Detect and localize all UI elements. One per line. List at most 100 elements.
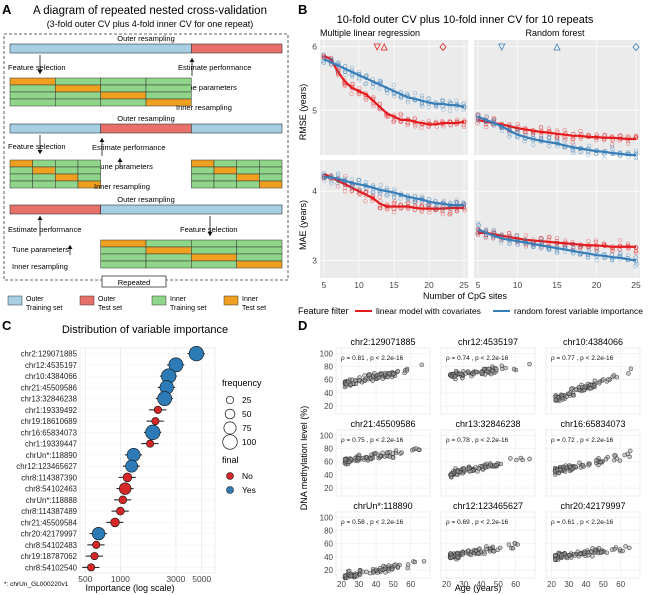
d-point-0 (344, 381, 349, 387)
b-point-0-1 (454, 106, 459, 111)
panel-d: D DNA methylation level (%) Age (years) … (298, 318, 641, 593)
d-stat-8: ρ = 0.61 , p < 2.2e-16 (551, 519, 614, 526)
d-point-0 (387, 371, 392, 376)
c-point-7 (145, 424, 161, 440)
b-point-1-0 (555, 135, 560, 140)
b-point-0-1 (419, 93, 425, 99)
d-ytick-0-40: 40 (324, 389, 333, 398)
b-line-1-0 (477, 118, 636, 141)
b-point-3-1 (586, 248, 591, 253)
b-point-2-0 (391, 210, 397, 215)
estimate-performance-label-2: Estimate performance (92, 143, 165, 152)
b-point-3-1 (507, 233, 513, 238)
b-ytick-0-6: 6 (312, 41, 317, 51)
c-category-label-13: chrUn*:118888 (26, 496, 77, 505)
d-point-8 (596, 545, 602, 551)
arrow-fs-2-head (37, 150, 43, 154)
inner-fold-1-r1c1 (55, 84, 101, 93)
legend-a-swatch-1 (79, 295, 95, 306)
d-point-1 (463, 371, 468, 376)
inner-fold-2a-r2c1 (32, 173, 56, 182)
b-marker-up (380, 43, 388, 51)
d-point-6 (360, 569, 365, 575)
d-point-4 (508, 456, 513, 461)
inner-fold-2b-r2c1 (213, 173, 237, 182)
d-point-3 (356, 455, 361, 461)
d-point-7 (455, 550, 460, 556)
b-point-3-1 (514, 233, 519, 238)
inner-fold-3-r2c0 (100, 253, 147, 262)
d-point-2 (567, 391, 572, 396)
inner-fold-1-r2c2 (100, 91, 147, 100)
inner-fold-1-r2c1 (55, 91, 101, 100)
inner-fold-3-r1c0 (100, 246, 147, 255)
b-point-3-1 (507, 241, 512, 246)
b-point-3-1 (618, 252, 623, 257)
b-point-2-1 (349, 177, 355, 182)
b-point-2-1 (335, 171, 341, 176)
panel-c-xlabel: Importance (log scale) (85, 583, 174, 593)
d-stat-2: ρ = 0.77 , p < 2.2e-16 (551, 355, 614, 362)
b-point-0-1 (343, 72, 348, 78)
inner-fold-1-r1c2 (100, 84, 147, 93)
b-point-2-0 (391, 200, 396, 206)
inner-fold-3-r3c0 (100, 260, 147, 269)
inner-fold-2b-r0c2 (236, 159, 260, 168)
c-category-label-6: chr19:18610689 (21, 417, 77, 426)
d-point-8 (592, 547, 598, 553)
b-point-0-0 (441, 124, 446, 129)
legend-title-feature-filter: Feature filter (298, 306, 349, 316)
b-point-2-1 (377, 191, 383, 196)
inner-fold-2a-r3c2 (55, 180, 79, 189)
d-point-7 (512, 540, 517, 546)
inner-fold-3-r1c3 (236, 246, 283, 255)
d-point-7 (476, 551, 481, 556)
inner-fold-2b-r3c3 (259, 180, 283, 189)
b-point-0-0 (455, 117, 460, 122)
b-point-1-0 (594, 138, 599, 143)
c-category-label-9: chrUn*:118890 (26, 451, 78, 460)
d-point-4 (448, 472, 454, 478)
c-size-legend-circle-0 (225, 395, 235, 405)
d-point-5 (628, 448, 633, 454)
b-point-0-1 (391, 83, 396, 88)
d-point-0 (357, 377, 362, 383)
ylabel-mae: MAE (years) (298, 200, 308, 250)
d-point-2 (552, 394, 558, 399)
d-point-3 (373, 450, 378, 456)
b-point-0-1 (392, 93, 397, 99)
inner-fold-1-r3c0 (9, 98, 56, 107)
color-legend-title: final (222, 455, 239, 465)
d-point-0 (402, 370, 407, 376)
b-point-3-0 (618, 237, 623, 243)
c-point-4 (157, 391, 172, 406)
panel-b-letter: B (298, 2, 307, 17)
d-xtick-6-30: 30 (354, 580, 363, 589)
legend-a-label-1-a: Outer (98, 296, 116, 303)
b-point-0-1 (363, 81, 368, 87)
outer-fold-3-seg-0 (9, 204, 101, 215)
c-color-legend-dot-1 (226, 486, 234, 494)
d-ytick-6-100: 100 (320, 513, 334, 522)
b-point-3-1 (626, 252, 631, 258)
panel-c-title: Distribution of variable importance (62, 324, 228, 336)
b-point-1-1 (507, 134, 512, 140)
b-xtick-3-25: 25 (631, 280, 641, 290)
b-point-2-0 (447, 212, 452, 217)
d-point-3 (347, 459, 352, 465)
outer-fold-2-seg-0 (9, 123, 101, 134)
d-xtick-7-30: 30 (459, 580, 468, 589)
feature-selection-label-2: Feature selection (8, 142, 66, 151)
b-point-2-0 (427, 210, 432, 215)
b-point-0-1 (447, 99, 452, 104)
b-point-1-1 (522, 139, 527, 144)
b-point-2-1 (384, 193, 389, 198)
b-point-0-1 (426, 104, 431, 110)
d-point-6 (386, 563, 392, 568)
b-point-1-1 (586, 143, 592, 149)
d-point-8 (586, 552, 591, 558)
b-point-3-1 (594, 258, 599, 263)
b-point-2-1 (391, 194, 397, 199)
b-point-1-1 (578, 149, 583, 154)
